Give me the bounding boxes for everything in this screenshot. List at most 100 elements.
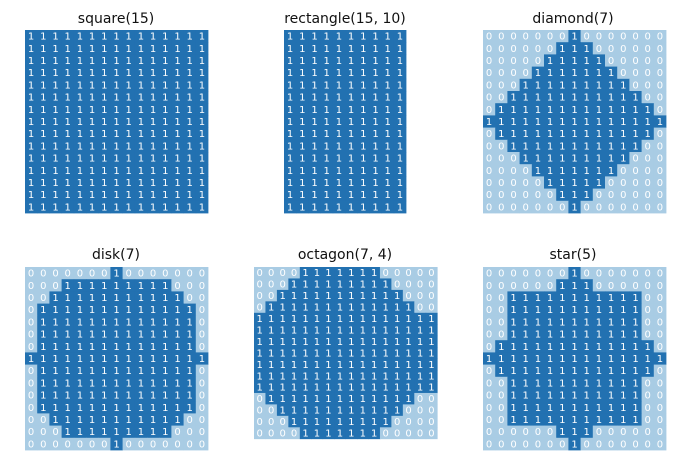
cell-value-label: 1 xyxy=(101,366,107,377)
cell-value-label: 0 xyxy=(428,268,434,279)
heatmap-cell xyxy=(369,176,382,189)
cell-value-label: 0 xyxy=(52,269,58,280)
cell-value-label: 1 xyxy=(113,166,119,177)
heatmap-cell xyxy=(357,200,370,214)
cell-value-label: 1 xyxy=(360,166,366,177)
cell-value-label: 0 xyxy=(657,93,663,104)
cell-value-label: 1 xyxy=(571,305,577,316)
heatmap-cell xyxy=(653,176,667,189)
cell-value-label: 1 xyxy=(584,154,590,165)
cell-value-label: 1 xyxy=(535,117,541,128)
heatmap-cell xyxy=(357,66,370,80)
cell-value-label: 1 xyxy=(608,129,614,140)
heatmap-cell xyxy=(605,54,618,67)
heatmap-cell xyxy=(86,54,99,67)
cell-value-label: 1 xyxy=(162,80,168,91)
heatmap-cell xyxy=(49,66,62,80)
cell-value-label: 1 xyxy=(394,303,400,314)
heatmap-cell xyxy=(544,42,557,55)
cell-value-label: 1 xyxy=(498,117,504,128)
cell-value-label: 1 xyxy=(299,141,305,152)
cell-value-label: 1 xyxy=(77,330,83,341)
cell-value-label: 1 xyxy=(311,202,317,213)
heatmap-cell xyxy=(381,91,395,104)
heatmap-cell xyxy=(580,103,594,116)
heatmap-cell xyxy=(49,291,62,304)
heatmap-cell xyxy=(556,127,569,141)
heatmap-cell xyxy=(592,42,606,55)
cell-value-label: 0 xyxy=(657,378,663,389)
heatmap-cell xyxy=(308,164,321,177)
cell-value-label: 1 xyxy=(620,80,626,91)
cell-value-label: 1 xyxy=(547,166,553,177)
cell-value-label: 1 xyxy=(314,280,320,291)
cell-value-label: 0 xyxy=(498,439,504,450)
heatmap-cell xyxy=(393,78,407,92)
cell-value-label: 0 xyxy=(620,202,626,213)
heatmap-cell xyxy=(369,78,382,92)
heatmap-cell xyxy=(544,78,557,92)
cell-value-label: 1 xyxy=(325,348,331,359)
cell-value-label: 1 xyxy=(52,68,58,79)
cell-value-label: 0 xyxy=(510,154,516,165)
cell-value-label: 1 xyxy=(101,141,107,152)
cell-value-label: 1 xyxy=(299,178,305,189)
cell-value-label: 1 xyxy=(150,330,156,341)
cell-value-label: 1 xyxy=(199,354,205,365)
cell-value-label: 1 xyxy=(287,141,293,152)
cell-value-label: 0 xyxy=(498,293,504,304)
cell-value-label: 1 xyxy=(28,166,34,177)
heatmap-cell xyxy=(25,103,38,116)
heatmap-cell xyxy=(183,164,197,177)
cell-value-label: 1 xyxy=(620,330,626,341)
cell-value-label: 1 xyxy=(279,291,285,302)
heatmap-cell xyxy=(195,200,209,214)
cell-value-label: 1 xyxy=(28,80,34,91)
cell-value-label: 1 xyxy=(620,305,626,316)
heatmap-cell xyxy=(37,78,50,92)
cell-value-label: 0 xyxy=(417,429,423,440)
cell-value-label: 1 xyxy=(382,303,388,314)
cell-value-label: 1 xyxy=(510,317,516,328)
cell-value-label: 1 xyxy=(138,317,144,328)
cell-value-label: 1 xyxy=(348,166,354,177)
cell-value-label: 0 xyxy=(645,415,651,426)
cell-value-label: 1 xyxy=(510,141,516,152)
heatmap-cell xyxy=(122,127,136,141)
cell-value-label: 1 xyxy=(89,366,95,377)
heatmap-cell xyxy=(507,200,520,214)
cell-value-label: 1 xyxy=(314,394,320,405)
cell-value-label: 1 xyxy=(40,129,46,140)
heatmap-cell xyxy=(49,139,62,153)
heatmap-cell xyxy=(49,103,62,116)
cell-value-label: 1 xyxy=(571,330,577,341)
cell-value-label: 1 xyxy=(52,129,58,140)
cell-value-label: 1 xyxy=(28,32,34,43)
cell-value-label: 1 xyxy=(89,403,95,414)
cell-value-label: 0 xyxy=(498,32,504,43)
cell-value-label: 1 xyxy=(510,378,516,389)
heatmap-cell xyxy=(98,54,111,67)
cell-value-label: 1 xyxy=(113,415,119,426)
cell-value-label: 1 xyxy=(360,268,366,279)
heatmap-cell xyxy=(580,176,594,189)
heatmap-cell xyxy=(134,188,148,202)
cell-value-label: 1 xyxy=(608,354,614,365)
cell-value-label: 1 xyxy=(287,44,293,55)
cell-value-label: 1 xyxy=(126,190,132,201)
cell-value-label: 0 xyxy=(547,281,553,292)
cell-value-label: 0 xyxy=(199,427,205,438)
heatmap-cell xyxy=(183,303,197,317)
cell-value-label: 1 xyxy=(89,330,95,341)
heatmap-cell xyxy=(580,115,594,128)
heatmap-cell xyxy=(393,66,407,80)
cell-value-label: 1 xyxy=(596,293,602,304)
cell-value-label: 1 xyxy=(101,129,107,140)
cell-value-label: 1 xyxy=(138,93,144,104)
cell-value-label: 1 xyxy=(302,429,308,440)
cell-value-label: 0 xyxy=(596,32,602,43)
panel-octagon: octagon(7, 4) 0 0 0 0 1 1 1 1 1 1 1 0 0 0 0 00 0 0 1 1 1 1 1 1 1… xyxy=(254,247,438,440)
cell-value-label: 1 xyxy=(547,105,553,116)
heatmap-cell xyxy=(25,291,38,304)
cell-value-label: 1 xyxy=(510,129,516,140)
